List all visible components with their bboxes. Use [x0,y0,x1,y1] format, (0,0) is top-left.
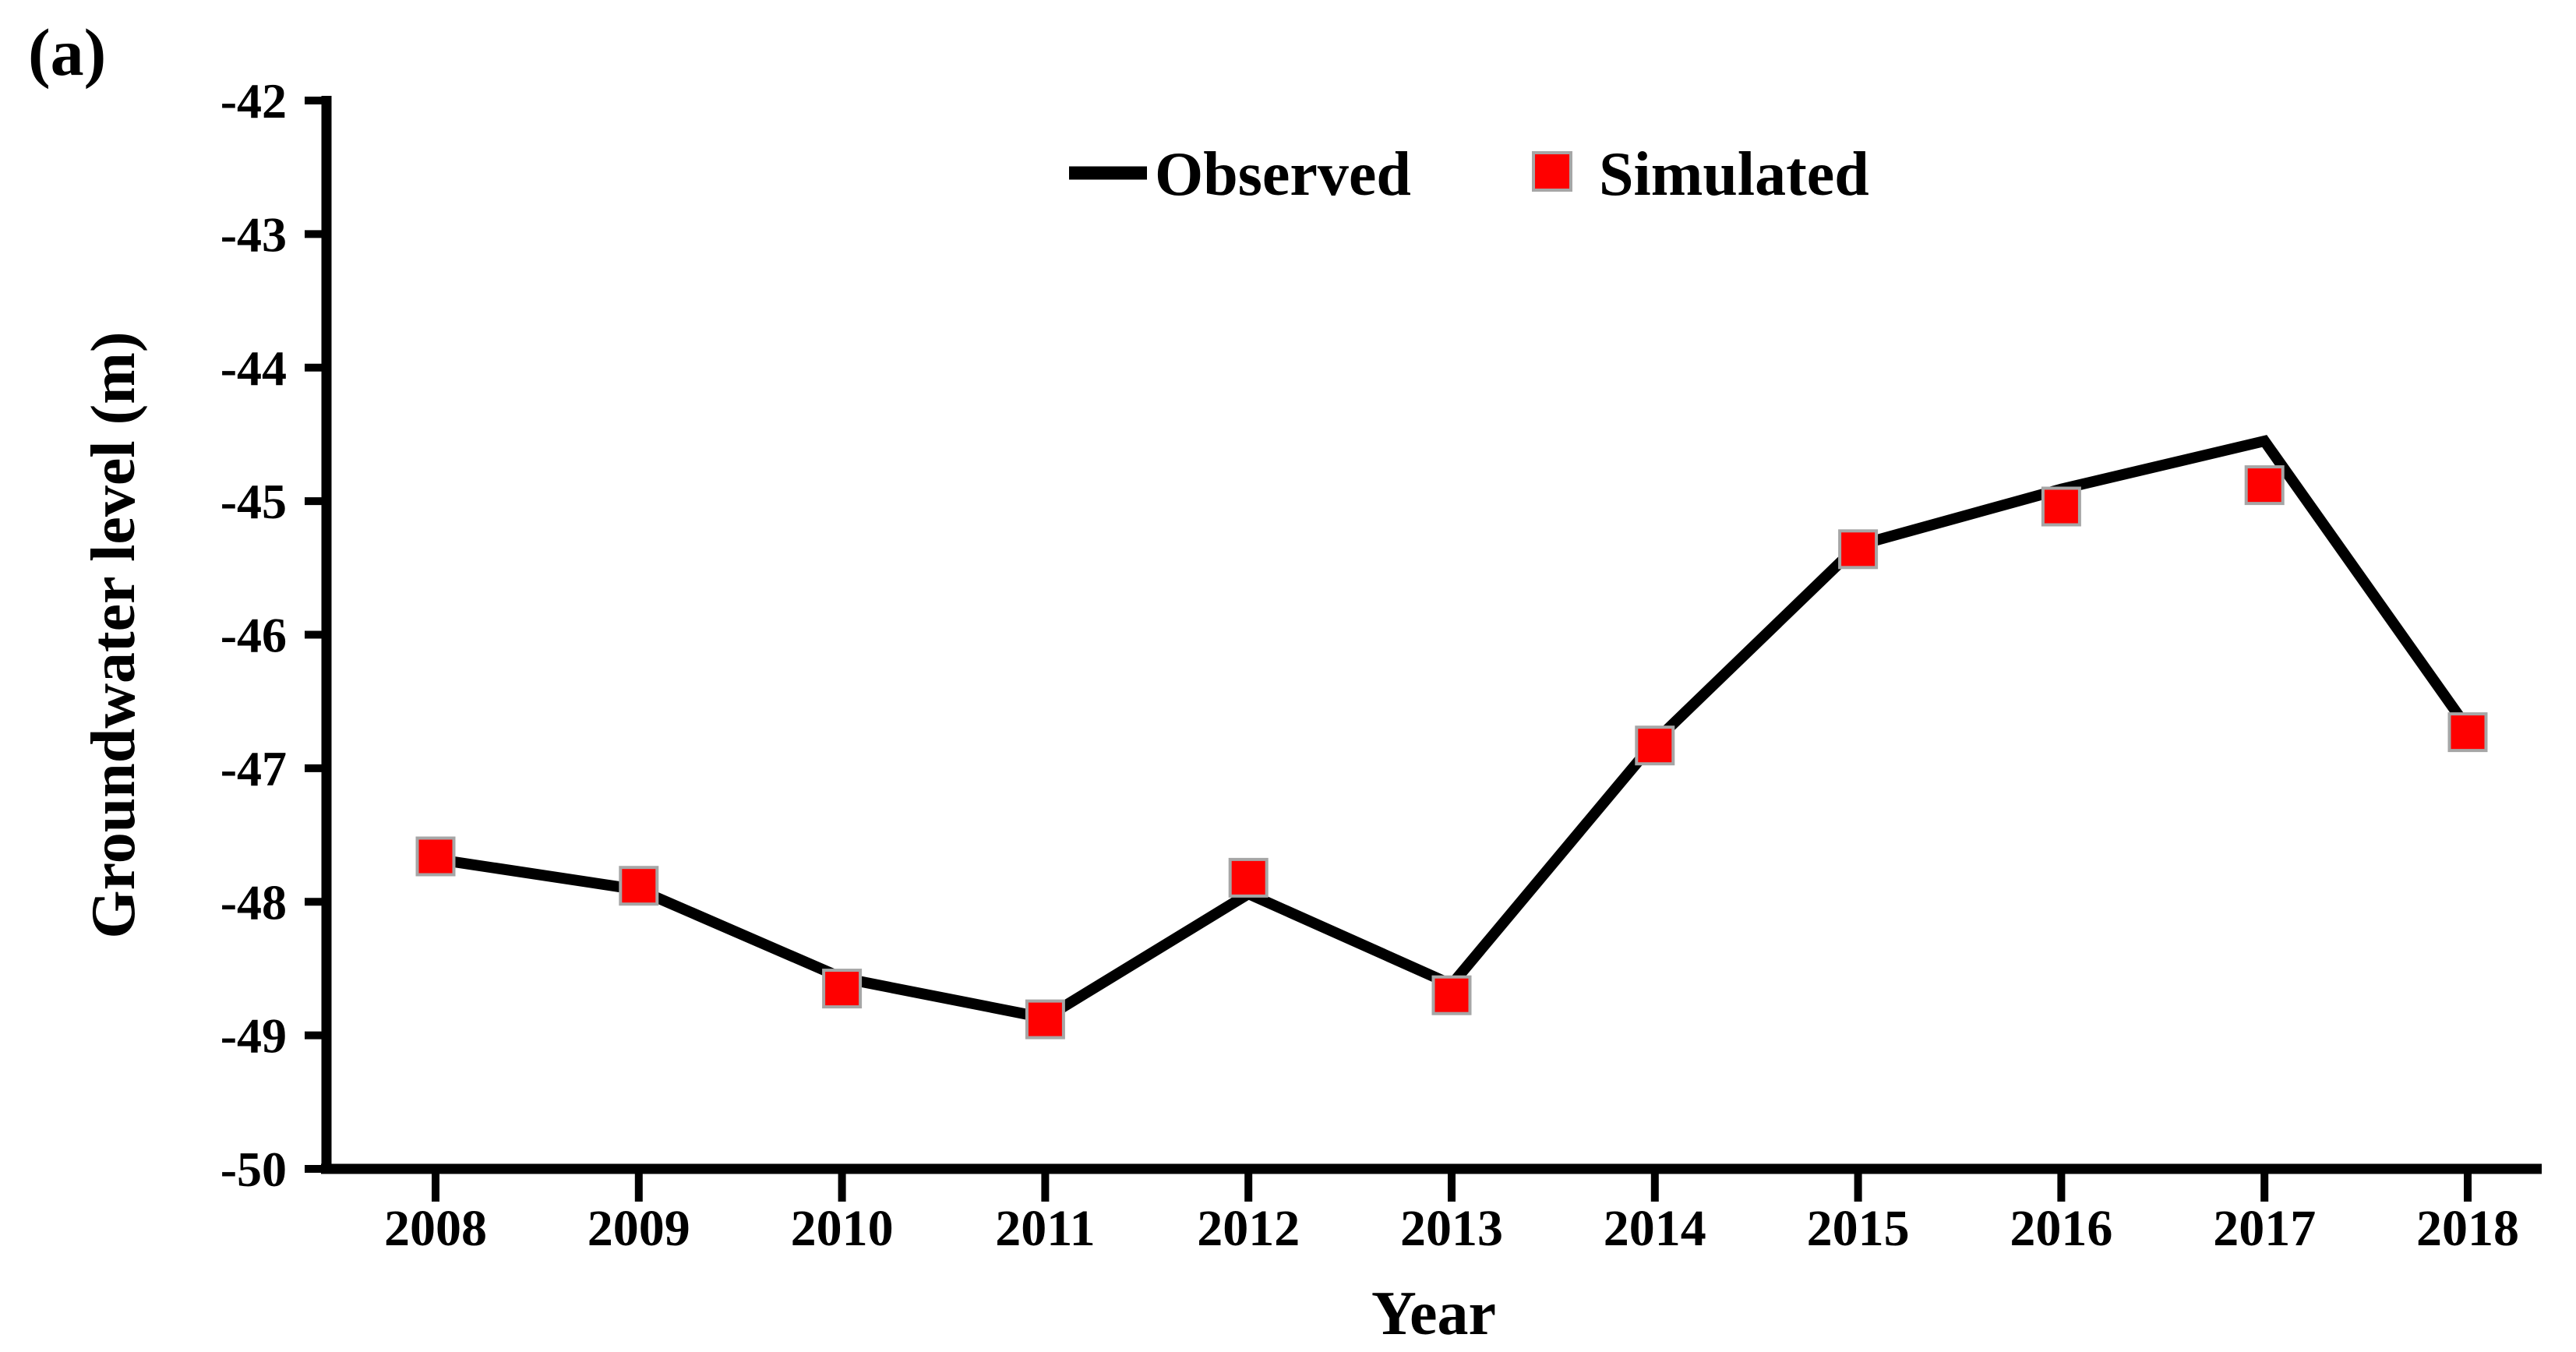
x-tick-label: 2009 [588,1200,690,1257]
simulated-marker-series [415,465,2488,1040]
x-tick-label: 2010 [791,1200,894,1257]
simulated-marker [2244,465,2285,506]
legend-simulated-square-marker [1532,151,1572,192]
x-axis-ticks: 2008 2009 2010 2011 2012 2013 2014 2015 2016 2017… [384,1169,2519,1257]
y-tick-label: -48 [221,874,287,930]
simulated-marker [822,969,863,1009]
panel-label: (a) [28,15,106,90]
x-tick-label: 2017 [2213,1200,2316,1257]
x-tick-label: 2018 [2416,1200,2519,1257]
y-tick-label: -44 [221,341,287,396]
y-tick-label: -50 [221,1142,287,1197]
y-tick-label: -42 [221,73,287,129]
simulated-marker [1635,725,1675,766]
legend: Observed Simulated [1069,140,1869,209]
x-tick-label: 2015 [1807,1200,1910,1257]
simulated-marker [2447,712,2488,753]
x-tick-label: 2012 [1197,1200,1300,1257]
simulated-marker [1431,975,1472,1015]
y-tick-label: -46 [221,608,287,663]
x-axis-title: Year [1371,1280,1496,1348]
simulated-marker [619,866,659,906]
simulated-marker [1025,999,1065,1040]
y-tick-label: -43 [221,207,287,262]
legend-simulated-label: Simulated [1599,140,1869,209]
x-tick-label: 2013 [1400,1200,1503,1257]
axes [321,96,2542,1174]
y-tick-label: -47 [221,741,287,796]
simulated-marker [2041,486,2081,527]
x-tick-label: 2016 [2010,1200,2112,1257]
y-axis-title: Groundwater level (m) [79,331,148,938]
x-tick-label: 2008 [384,1200,487,1257]
observed-polyline [434,435,2472,1024]
simulated-marker [1228,857,1269,898]
legend-observed-label: Observed [1155,140,1411,209]
x-tick-label: 2014 [1604,1200,1706,1257]
y-tick-label: -49 [221,1008,287,1064]
x-tick-label: 2011 [995,1200,1095,1257]
simulated-marker [415,836,456,877]
observed-line-series [434,435,2472,1024]
y-tick-label: -45 [221,474,287,529]
simulated-marker [1838,529,1879,570]
y-axis-ticks: -42 -43 -44 -45 -46 -47 -48 -49 -50 [221,73,326,1197]
